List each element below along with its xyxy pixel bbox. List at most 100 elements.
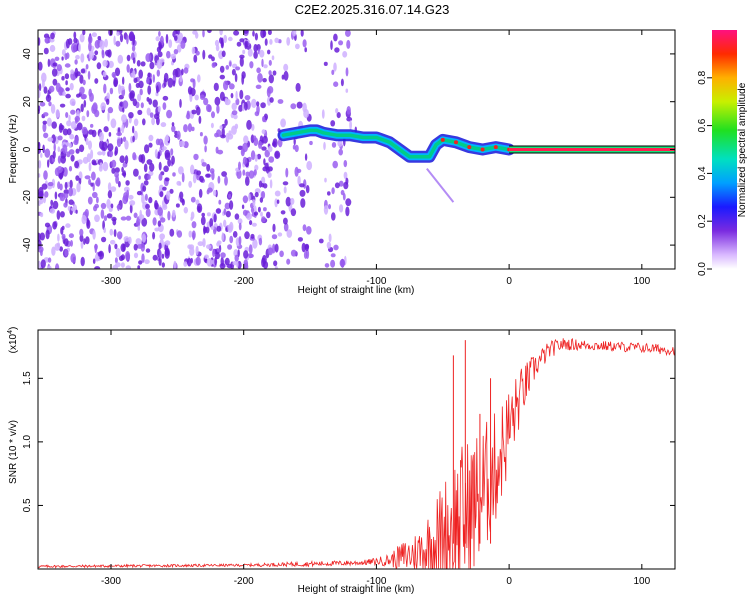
noise-cell [114, 150, 117, 157]
noise-cell [260, 102, 266, 109]
noise-cell [196, 106, 201, 116]
noise-cell [338, 180, 344, 187]
noise-cell [242, 49, 246, 55]
noise-cell [56, 166, 63, 174]
noise-cell [52, 221, 57, 230]
noise-cell [59, 211, 65, 218]
noise-cell [165, 33, 169, 44]
noise-cell [242, 142, 249, 153]
noise-cell [267, 166, 273, 172]
noise-cell [80, 68, 86, 74]
noise-cell [140, 61, 146, 67]
noise-cell [42, 112, 49, 117]
noise-cell [305, 185, 310, 194]
noise-cell [160, 122, 167, 128]
noise-cell [224, 175, 228, 186]
colorbar-tick-label: 0.0 [697, 262, 708, 276]
noise-cell [188, 180, 193, 188]
noise-cell [290, 103, 297, 110]
noise-cell [141, 217, 148, 227]
noise-cell [94, 78, 99, 84]
noise-cell [221, 171, 228, 177]
noise-cell [176, 130, 181, 140]
noise-cell [137, 109, 143, 115]
noise-cell [258, 237, 263, 246]
noise-cell [106, 213, 113, 219]
noise-cell [331, 69, 335, 76]
noise-cell [330, 120, 336, 127]
noise-cell [85, 63, 89, 70]
noise-cell [76, 122, 83, 131]
noise-cell [268, 156, 275, 163]
noise-cell [97, 36, 102, 41]
noise-cell [241, 204, 245, 210]
noise-cell [158, 242, 162, 250]
colorbar-tick-label: 0.2 [697, 214, 708, 228]
xtick-label: -300 [101, 276, 121, 287]
noise-cell [255, 84, 262, 90]
noise-cell [116, 231, 123, 240]
noise-cell [94, 243, 98, 250]
noise-cell [169, 228, 175, 237]
noise-cell [343, 160, 348, 168]
noise-cell [220, 37, 224, 47]
noise-cell [122, 100, 129, 109]
noise-cell [268, 70, 272, 76]
noise-cell [193, 54, 198, 63]
noise-cell [110, 239, 116, 245]
noise-cell [207, 30, 212, 34]
noise-cell [45, 229, 50, 240]
noise-cell [115, 247, 121, 258]
noise-cell [234, 213, 240, 220]
noise-cell [50, 104, 56, 114]
noise-cell [133, 77, 138, 84]
noise-cell [244, 231, 250, 240]
noise-cell [109, 87, 114, 95]
noise-cell [223, 34, 228, 44]
noise-cell [257, 206, 261, 213]
noise-cell [130, 72, 134, 78]
noise-cell [76, 182, 81, 193]
noise-cell [192, 78, 196, 89]
noise-cell [323, 205, 329, 215]
noise-cell [238, 161, 241, 171]
noise-cell [158, 30, 161, 37]
ytick-label: -40 [22, 237, 33, 252]
noise-cell [74, 59, 78, 65]
noise-cell [252, 199, 256, 207]
noise-cell [274, 150, 281, 159]
noise-cell [283, 70, 289, 81]
noise-cell [261, 257, 266, 268]
noise-cell [54, 243, 61, 251]
noise-cell [100, 202, 107, 210]
noise-cell [149, 112, 154, 118]
noise-cell [225, 132, 230, 143]
noise-cell [123, 236, 130, 242]
noise-cell [38, 61, 43, 71]
noise-cell [267, 172, 272, 178]
snr-panel: -300 -200 -100 0 100 0.5 1.0 1.5 Height of stra… [7, 327, 676, 595]
noise-cell [261, 129, 266, 135]
noise-cell [147, 72, 151, 78]
ytick-label: 1.0 [22, 434, 33, 448]
noise-cell [283, 222, 289, 232]
noise-cell [179, 98, 182, 108]
noise-cell [157, 151, 161, 160]
noise-cell [75, 209, 78, 214]
noise-cell [331, 212, 336, 221]
noise-cell [223, 80, 229, 91]
noise-cell [70, 240, 73, 247]
noise-cell [116, 131, 122, 137]
noise-cell [132, 69, 136, 79]
noise-cell [144, 144, 150, 154]
noise-cell [128, 112, 134, 119]
noise-cell [124, 140, 129, 150]
noise-cell [158, 161, 162, 171]
noise-cell [96, 62, 102, 70]
noise-cell [252, 30, 255, 37]
noise-cell [199, 132, 203, 137]
noise-cell [39, 199, 44, 205]
steady-core [509, 148, 675, 151]
noise-cell [210, 122, 214, 129]
